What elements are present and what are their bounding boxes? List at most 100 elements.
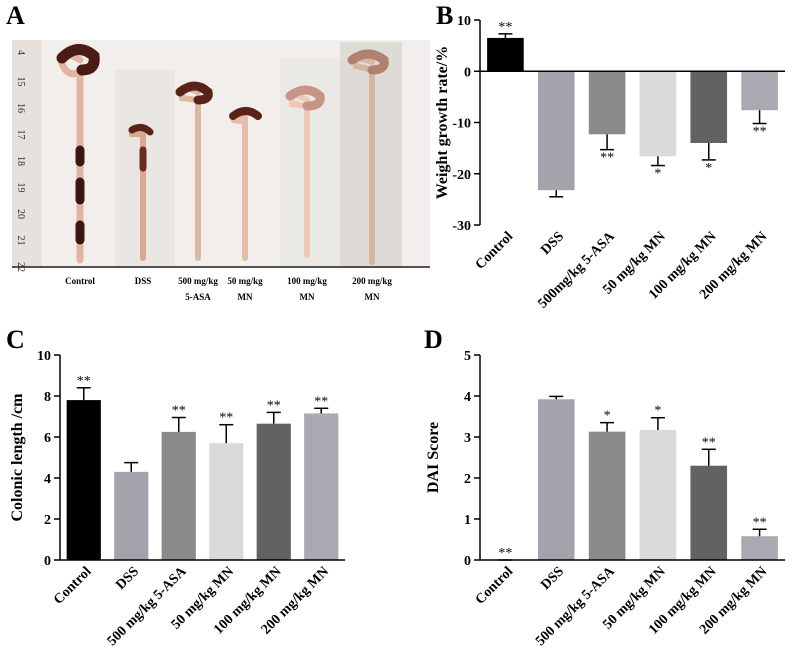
- ruler-label: 17: [15, 130, 26, 140]
- error-bar: [124, 461, 139, 472]
- error-bar: [600, 134, 615, 151]
- error-bar: [498, 33, 513, 38]
- error-bar: [600, 421, 615, 432]
- bar: [256, 423, 291, 560]
- y-tick-label: 0: [44, 554, 51, 569]
- x-tick-label: Control: [473, 229, 517, 273]
- x-tick-label: Control: [51, 564, 95, 608]
- bar: [741, 71, 778, 111]
- significance: **: [77, 374, 91, 389]
- photo-caption: 200 mg/kg: [352, 276, 392, 286]
- y-tick-label: 2: [464, 472, 471, 487]
- bar: [161, 431, 196, 560]
- ruler-label: 22: [15, 262, 26, 272]
- bar: [588, 431, 626, 560]
- photo-caption: 500 mg/kg: [178, 276, 218, 286]
- photo-caption: DSS: [135, 276, 152, 286]
- significance: **: [753, 125, 767, 140]
- panel-label: A: [6, 1, 25, 30]
- photo-caption: MN: [365, 292, 380, 302]
- colons: [56, 44, 389, 265]
- y-tick-label: 10: [457, 14, 471, 29]
- y-tick-label: 5: [464, 349, 471, 364]
- error-bar: [266, 411, 281, 424]
- significance: **: [172, 404, 186, 419]
- y-tick-label: 4: [464, 390, 471, 405]
- bar: [304, 413, 339, 560]
- photo: [12, 40, 430, 268]
- error-bar: [752, 528, 767, 537]
- y-axis-title: Weight growth rate/%: [434, 46, 451, 199]
- bar: [487, 37, 524, 72]
- y-tick-label: 3: [464, 431, 471, 446]
- bar: [639, 430, 677, 560]
- photo-caption: MN: [238, 292, 253, 302]
- panel-label: C: [6, 325, 25, 354]
- panel-label: B: [436, 1, 453, 30]
- y-tick-label: 6: [44, 431, 51, 446]
- ruler: [12, 40, 42, 268]
- y-tick-label: -30: [452, 219, 471, 234]
- significance: *: [705, 161, 712, 176]
- error-bar: [701, 143, 716, 161]
- significance: **: [498, 20, 512, 35]
- significance: *: [654, 167, 661, 182]
- error-bar: [549, 395, 564, 400]
- photo-caption: Control: [65, 276, 95, 286]
- x-tick-label: DSS: [113, 564, 142, 593]
- bar: [741, 536, 778, 560]
- y-tick-label: -20: [452, 168, 471, 183]
- x-tick-label: 500 mg/kg 5-ASA: [105, 564, 190, 649]
- y-tick-label: 10: [37, 349, 51, 364]
- y-tick-label: -10: [452, 117, 471, 132]
- y-tick-label: 4: [44, 472, 51, 487]
- error-bar: [314, 407, 329, 414]
- bar: [537, 71, 575, 191]
- y-tick-label: 2: [44, 513, 51, 528]
- significance: **: [314, 394, 328, 409]
- bar: [690, 465, 728, 560]
- error-bar: [650, 156, 665, 167]
- significance: **: [267, 398, 281, 413]
- x-tick-label: Control: [473, 564, 517, 608]
- y-tick-label: 8: [44, 390, 51, 405]
- bar: [588, 71, 626, 135]
- ruler-label: 20: [15, 209, 26, 219]
- significance: **: [600, 151, 614, 166]
- x-tick-label: DSS: [538, 229, 567, 258]
- y-axis-title: DAI Score: [425, 422, 442, 493]
- ruler-label: 15: [15, 77, 26, 87]
- error-bar: [701, 448, 716, 466]
- significance: **: [702, 435, 716, 450]
- y-tick-label: 1: [464, 513, 471, 528]
- bar: [639, 71, 677, 157]
- ruler-label: 4: [15, 50, 26, 55]
- error-bar: [219, 423, 234, 444]
- bar: [537, 399, 575, 560]
- error-bar: [76, 387, 91, 401]
- photo-caption: 100 mg/kg: [287, 276, 327, 286]
- significance: *: [654, 404, 661, 419]
- error-bar: [752, 110, 767, 125]
- error-bar: [549, 190, 564, 198]
- bar: [114, 471, 149, 560]
- significance: *: [604, 409, 611, 424]
- photo-caption: MN: [300, 292, 315, 302]
- photo-caption: 50 mg/kg: [227, 276, 263, 286]
- error-bar: [171, 416, 186, 432]
- ruler-label: 21: [15, 236, 26, 246]
- ruler-label: 19: [15, 183, 26, 193]
- ruler-label: 16: [15, 103, 26, 113]
- panel-label: D: [424, 325, 443, 354]
- significance: **: [498, 546, 512, 561]
- significance: **: [219, 411, 233, 426]
- error-bar: [650, 416, 665, 431]
- bar: [66, 400, 101, 560]
- photo-caption: 5-ASA: [185, 292, 211, 302]
- y-tick-label: 0: [464, 554, 471, 569]
- y-axis-title: Colonic length /cm: [9, 393, 26, 522]
- significance: **: [753, 515, 767, 530]
- bar: [690, 71, 728, 143]
- x-tick-label: DSS: [538, 564, 567, 593]
